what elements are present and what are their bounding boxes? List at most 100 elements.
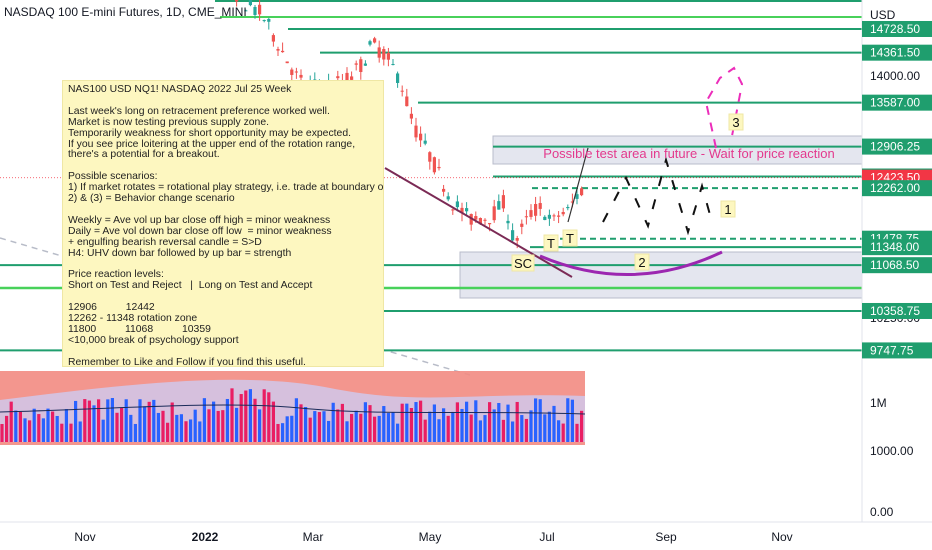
- time-tick-label: Nov: [771, 530, 792, 544]
- candle: [271, 33, 275, 47]
- volume-bar: [124, 399, 128, 442]
- price-level-label: 12262.00: [870, 181, 920, 195]
- volume-bar: [465, 401, 469, 442]
- candle: [511, 223, 515, 244]
- volume-bar: [64, 409, 68, 442]
- volume-bar: [262, 389, 266, 442]
- volume-tick-label: 1000.00: [870, 444, 914, 458]
- volume-bar: [331, 402, 335, 442]
- candle: [409, 107, 413, 125]
- volume-bar: [239, 394, 243, 442]
- time-tick-label: Mar: [303, 530, 324, 544]
- candle: [506, 214, 510, 230]
- volume-bar: [175, 414, 179, 442]
- volume-bar: [400, 403, 404, 442]
- supply-zone: [492, 135, 863, 165]
- volume-bar: [304, 407, 308, 442]
- candle: [281, 42, 285, 53]
- volume-bar: [97, 399, 101, 442]
- volume-bar: [230, 388, 234, 442]
- test-1-label: T: [547, 236, 555, 251]
- volume-bar: [308, 417, 312, 442]
- scenario-2-label: 2: [638, 255, 645, 270]
- candle: [363, 60, 367, 66]
- volume-bar: [189, 419, 193, 442]
- volume-tick-label: 0.00: [870, 505, 894, 519]
- time-tick-label: 2022: [192, 530, 219, 544]
- volume-bar: [235, 407, 239, 442]
- analysis-note: NAS100 USD NQ1! NASDAQ 2022 Jul 25 Week …: [62, 80, 384, 367]
- price-level-tag: [862, 342, 932, 359]
- rotation-projection: [602, 156, 713, 236]
- volume-average: [0, 404, 586, 415]
- candle: [483, 218, 487, 226]
- note-line: there's a potential for a breakout.: [68, 149, 220, 161]
- scenario-1-label: 1: [724, 202, 731, 217]
- time-axis[interactable]: Nov 2022 Mar May Jul Sep Nov: [0, 521, 932, 544]
- volume-bar: [483, 415, 487, 442]
- candlestick-series: [235, 0, 584, 249]
- sc-label: SC: [514, 256, 532, 271]
- reaction-line: [567, 147, 589, 223]
- candle: [465, 202, 469, 217]
- time-tick-label: Nov: [74, 530, 95, 544]
- test-2-label: T: [566, 231, 574, 246]
- note-line: NAS100 USD NQ1! NASDAQ 2022 Jul 25 Week: [68, 84, 292, 95]
- volume-bar: [14, 410, 18, 442]
- volume-bar: [391, 412, 395, 442]
- price-level-tag: [862, 20, 932, 37]
- volume-bar: [83, 399, 87, 442]
- candle: [354, 60, 358, 71]
- scenario-1-label-box: [720, 200, 736, 218]
- candle: [552, 213, 556, 221]
- candle: [386, 47, 390, 67]
- volume-bar: [51, 411, 55, 442]
- volume-bar: [285, 416, 289, 442]
- candle: [432, 156, 436, 175]
- volume-bar: [575, 423, 579, 442]
- price-axis[interactable]: USD14000.0010250.0014728.5014361.5013587…: [861, 0, 932, 522]
- volume-bar: [506, 404, 510, 442]
- candle: [492, 199, 496, 223]
- volume-bar: [115, 412, 119, 442]
- volume-bar: [74, 400, 78, 442]
- volume-bar: [547, 411, 551, 442]
- volume-bar: [396, 423, 400, 442]
- note-line: <10,000 break of psychology support: [68, 334, 239, 346]
- candle: [455, 195, 459, 212]
- price-level-tag: [862, 180, 932, 197]
- candle: [276, 46, 280, 57]
- volume-bar: [78, 421, 82, 442]
- candle: [575, 189, 579, 205]
- time-tick-label: Sep: [655, 530, 677, 544]
- volume-bar: [276, 423, 280, 442]
- volume-bar: [386, 413, 390, 442]
- price-level-label: 14361.50: [870, 46, 920, 60]
- volume-bar: [32, 408, 36, 442]
- note-line: 11800 11068 10359: [68, 323, 211, 335]
- candle: [414, 117, 418, 142]
- volume-bar: [460, 408, 464, 442]
- price-level-label: 11348.00: [870, 240, 919, 254]
- volume-bar: [101, 419, 105, 442]
- candle: [451, 208, 455, 215]
- volume-bar: [37, 414, 41, 442]
- volume-bar: [198, 421, 202, 442]
- volume-pane: [0, 371, 586, 445]
- candle: [405, 88, 409, 107]
- volume-bar: [258, 409, 262, 442]
- volume-bar: [373, 416, 377, 442]
- volume-bar: [350, 413, 354, 442]
- chart-title: NASDAQ 100 E-mini Futures, 1D, CME_MINI: [4, 5, 247, 19]
- volume-bar: [363, 402, 367, 442]
- volume-bar: [9, 401, 13, 442]
- volume-bar: [359, 413, 363, 442]
- volume-bar: [290, 415, 294, 442]
- scenario-3-label: 3: [732, 115, 739, 130]
- volume-bar: [428, 411, 432, 442]
- volume-bar: [382, 406, 386, 442]
- volume-bar: [497, 402, 501, 442]
- candle: [377, 40, 381, 63]
- volume-bar: [557, 420, 561, 442]
- volume-bar: [414, 402, 418, 442]
